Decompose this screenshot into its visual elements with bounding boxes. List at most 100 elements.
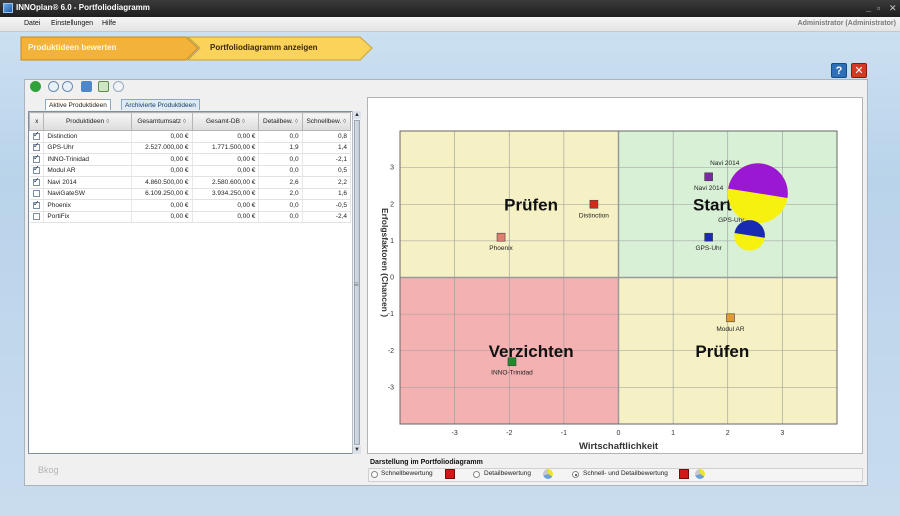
menu-datei[interactable]: Datei <box>24 20 41 27</box>
cell-schnell: 1,4 <box>302 142 352 154</box>
workflow-step-2[interactable] <box>186 36 373 61</box>
cell-detail: 0,0 <box>258 211 303 223</box>
formula-icon[interactable] <box>98 81 109 92</box>
table-scrollbar[interactable]: ▲ ▼ <box>352 111 361 454</box>
pie-slice-1 <box>734 220 765 238</box>
x-tick-label: -2 <box>506 430 512 437</box>
point-marker <box>507 357 517 367</box>
cell-name: INNO-Trinidad <box>43 153 132 166</box>
cell-db: 2.580.600,00 € <box>192 176 260 189</box>
zoom-in-icon[interactable] <box>48 81 59 92</box>
maximize-button[interactable]: ▫ <box>877 3 881 13</box>
window-close-button[interactable]: ✕ <box>889 3 897 13</box>
cell-detail: 0,0 <box>258 165 303 177</box>
point-label: Distinction <box>579 212 609 219</box>
col-header-schnellbew[interactable]: Schnellbew. ◊ <box>301 112 352 131</box>
cell-name: NaviGateSW <box>43 188 132 200</box>
minimize-button[interactable]: _ <box>866 3 872 13</box>
close-button[interactable]: ✕ <box>851 63 867 78</box>
menu-bar: Datei Einstellungen Hilfe Administrator … <box>0 17 900 32</box>
scroll-up-icon[interactable]: ▲ <box>353 111 361 119</box>
bottom-button[interactable]: Bkog <box>38 465 59 475</box>
pie-slice-0 <box>728 163 788 198</box>
radio-detailbewertung[interactable] <box>473 471 480 478</box>
row-checkbox[interactable] <box>32 153 40 163</box>
y-tick-label: 2 <box>390 201 394 208</box>
col-header-x[interactable]: x <box>29 112 45 131</box>
workflow-step-1[interactable] <box>20 36 199 61</box>
row-checkbox[interactable] <box>32 176 40 186</box>
quadrant-label: Prüfen <box>504 195 558 214</box>
col-header-gesamt-db[interactable]: Gesamt-DB ◊ <box>191 112 260 131</box>
search-icon[interactable] <box>113 81 124 92</box>
cell-umsatz: 0,00 € <box>131 211 193 223</box>
x-tick-label: -1 <box>561 430 567 437</box>
cell-schnell: -0,5 <box>302 199 352 212</box>
row-checkbox[interactable] <box>32 190 40 198</box>
workflow-step-1-label: Produktideen bewerten <box>28 43 117 52</box>
point-label: Navi 2014 <box>694 185 724 192</box>
pie-icon <box>543 469 553 479</box>
zoom-out-icon[interactable] <box>62 81 73 92</box>
x-axis-label: Wirtschaftlichkeit <box>579 441 659 452</box>
scroll-thumb[interactable] <box>354 120 360 445</box>
col-header-produktideen[interactable]: Produktideen ◊ <box>43 112 132 131</box>
back-icon[interactable] <box>30 81 41 92</box>
pie-label: Navi 2014 <box>710 160 740 167</box>
radio-detailbewertung-label: Detailbewertung <box>484 470 531 477</box>
cell-detail: 2,6 <box>258 176 303 189</box>
x-tick-label: 3 <box>780 430 784 437</box>
table-row[interactable]: PortiFix 0,00 €0,00 €0,0 -2,4 <box>29 211 352 223</box>
tab-aktive-produktideen[interactable]: Aktive Produktideen <box>45 99 111 110</box>
y-tick-label: -3 <box>388 384 394 391</box>
cell-detail: 0,0 <box>258 199 303 212</box>
cell-umsatz: 0,00 € <box>131 130 193 143</box>
point-label: INNO-Trinidad <box>491 370 533 377</box>
point-marker <box>704 172 713 182</box>
row-checkbox[interactable] <box>32 130 40 140</box>
sort-icon: ◊ <box>106 119 110 125</box>
row-checkbox[interactable] <box>32 164 40 175</box>
col-header-gesamtumsatz[interactable]: Gesamtumsatz ◊ <box>130 112 193 131</box>
cell-db: 0,00 € <box>192 211 260 223</box>
help-button[interactable]: ? <box>831 63 847 78</box>
table-row[interactable]: Modul AR0,00 €0,00 €0,00,5 <box>29 164 352 177</box>
red-square-icon <box>445 469 455 479</box>
filter-icon[interactable] <box>81 81 92 92</box>
menu-einstellungen[interactable]: Einstellungen <box>51 20 94 27</box>
radio-schnell-und-detail[interactable] <box>572 471 579 478</box>
point-label: Modul AR <box>716 326 744 333</box>
plot-border <box>399 130 838 425</box>
radio-schnellbewertung[interactable] <box>371 471 378 478</box>
row-checkbox[interactable] <box>32 213 40 221</box>
cell-name: Navi 2014 <box>43 176 132 189</box>
y-tick-label: 3 <box>390 165 394 172</box>
menu-hilfe[interactable]: Hilfe <box>102 20 117 27</box>
product-table: x Produktideen ◊ Gesamtumsatz ◊ Gesamt-DB ◊… <box>28 111 361 454</box>
portfolio-chart: -3 -2 -1 0 1 2 3 3 2 1 0 -1 -2 -3 Wirtschaftlichkeit Er… <box>380 130 838 452</box>
workflow-steps <box>20 36 373 61</box>
row-checkbox[interactable] <box>32 141 40 152</box>
cell-schnell: 0,5 <box>302 165 352 177</box>
point-marker <box>726 313 735 323</box>
cell-detail: 0,0 <box>258 153 303 166</box>
row-checkbox[interactable] <box>32 199 40 209</box>
scroll-down-icon[interactable]: ▼ <box>353 446 361 454</box>
cell-umsatz: 0,00 € <box>131 165 193 177</box>
col-header-detailbew[interactable]: Detailbew. ◊ <box>258 112 303 131</box>
table-header: x Produktideen ◊ Gesamtumsatz ◊ Gesamt-DB ◊… <box>29 112 352 131</box>
cell-db: 0,00 € <box>192 130 260 143</box>
table-row[interactable]: NaviGateSW 6.109.250,00 €3.934.250,00 €2,… <box>29 188 352 200</box>
splitter-handle[interactable]: ≡ <box>354 280 359 289</box>
pie-icon <box>695 469 705 479</box>
app-icon <box>3 3 13 13</box>
tab-archivierte-produktideen[interactable]: Archivierte Produktideen <box>121 99 200 110</box>
x-tick-label: 0 <box>617 430 621 437</box>
darstellung-box <box>368 468 863 482</box>
x-tick-label: 1 <box>671 430 675 437</box>
